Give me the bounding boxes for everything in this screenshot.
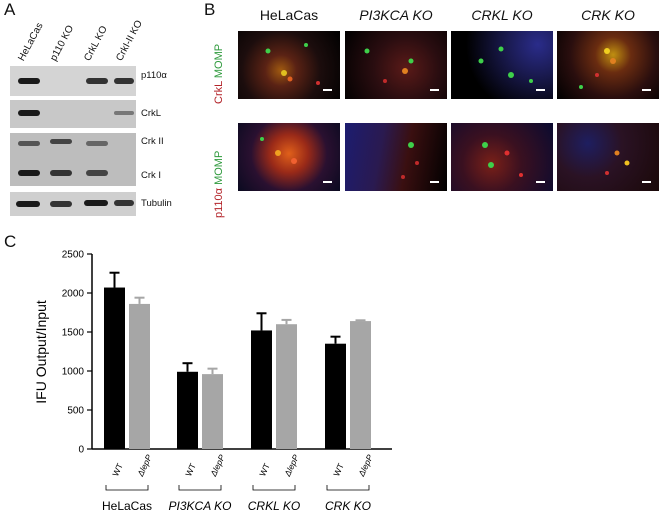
micrograph-crk-crkl bbox=[557, 31, 659, 99]
blot-label-crk-i: Crk I bbox=[141, 170, 162, 181]
y-axis-label: IFU Output/Input bbox=[33, 300, 49, 404]
group-bracket bbox=[178, 485, 222, 491]
group-label-1: HeLaCas bbox=[102, 499, 152, 513]
group-label-4: CRK KO bbox=[325, 499, 371, 513]
bar-mutant-1 bbox=[129, 303, 150, 449]
bar-wt-2 bbox=[177, 371, 198, 449]
panel-c-letter: C bbox=[4, 232, 17, 251]
column-header-3: CRKL KO bbox=[471, 7, 533, 23]
bar-mutant-2 bbox=[202, 374, 223, 449]
micrograph-pi3kca-crkl bbox=[345, 31, 447, 99]
micrograph-pi3kca-p110a bbox=[345, 123, 447, 191]
group-bracket bbox=[105, 485, 149, 491]
blot-label-p110a: p110α bbox=[141, 70, 167, 81]
micrograph-crkl-crkl bbox=[451, 31, 553, 99]
group-bracket bbox=[326, 485, 370, 491]
micrograph-crkl-p110a bbox=[451, 123, 553, 191]
bar-label: WT bbox=[257, 462, 272, 478]
panel-a-letter: A bbox=[4, 0, 16, 19]
column-header-4: CRK KO bbox=[581, 7, 635, 23]
bar-mutant-3 bbox=[276, 324, 297, 449]
panel-b-letter: B bbox=[204, 0, 216, 19]
bar-label: WT bbox=[183, 462, 198, 478]
y-tick-label: 0 bbox=[78, 445, 84, 456]
micrograph-hela-p110a bbox=[238, 123, 340, 191]
blot-tubulin bbox=[10, 192, 136, 216]
bar-label: ΔlepP bbox=[282, 453, 301, 479]
blot-label-crkl: CrkL bbox=[141, 108, 162, 119]
y-tick-label: 1500 bbox=[62, 328, 85, 339]
column-header-2: PI3KCA KO bbox=[359, 7, 433, 23]
bar-label: WT bbox=[110, 462, 125, 478]
bar-mutant-4 bbox=[350, 321, 371, 449]
column-header-1: HeLaCas bbox=[259, 7, 319, 23]
group-label-3: CRKL KO bbox=[248, 499, 300, 513]
blot-crk bbox=[10, 133, 136, 186]
bar-label: ΔlepP bbox=[356, 453, 375, 479]
y-tick-label: 2000 bbox=[62, 289, 85, 300]
y-tick-label: 500 bbox=[67, 406, 84, 417]
bar-label: ΔlepP bbox=[208, 453, 227, 479]
bar-wt-1 bbox=[104, 287, 125, 449]
y-tick-label: 1000 bbox=[62, 367, 85, 378]
bar-wt-4 bbox=[325, 343, 346, 449]
bar-label: WT bbox=[331, 462, 346, 478]
blot-crkl bbox=[10, 100, 136, 128]
group-label-2: PI3KCA KO bbox=[169, 499, 232, 513]
blot-label-tubulin: Tubulin bbox=[141, 198, 172, 209]
micrograph-crk-p110a bbox=[557, 123, 659, 191]
bar-wt-3 bbox=[251, 330, 272, 449]
micrograph-hela-crkl bbox=[238, 31, 340, 99]
group-bracket bbox=[252, 485, 296, 491]
blot-label-crk-ii: Crk II bbox=[141, 136, 164, 147]
bar-label: ΔlepP bbox=[135, 453, 154, 479]
y-tick-label: 2500 bbox=[62, 250, 85, 261]
blot-p110a bbox=[10, 66, 136, 96]
